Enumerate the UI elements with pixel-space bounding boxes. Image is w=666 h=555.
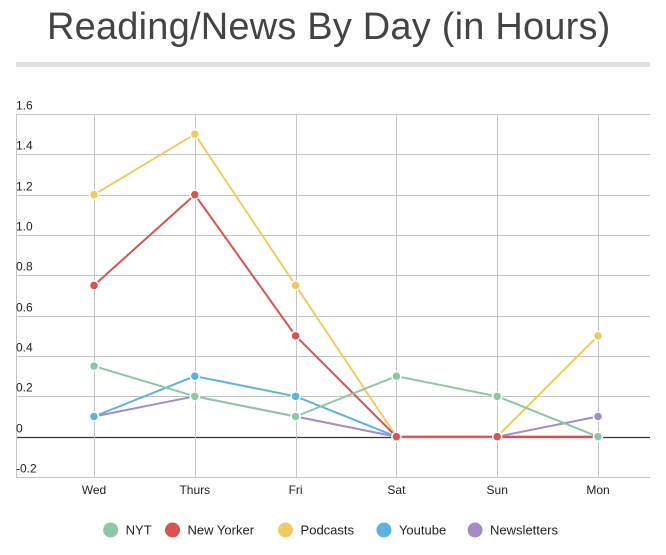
data-point-new-yorker: [88, 280, 100, 291]
x-tick-label: Mon: [586, 483, 609, 497]
y-tick-label: 0: [16, 422, 23, 436]
y-tick-label: 1.2: [16, 180, 33, 194]
data-point-nyt: [491, 391, 503, 402]
data-point-youtube: [88, 411, 100, 422]
y-tick-label: 0.4: [16, 341, 33, 355]
series-line-podcasts: [93, 133, 599, 438]
x-tick-label: Wed: [82, 483, 106, 497]
legend-label: New Yorker: [188, 523, 255, 538]
x-tick-label: Sun: [487, 483, 508, 497]
chart-title: Reading/News By Day (in Hours): [47, 6, 611, 48]
y-tick-label: 1.6: [16, 99, 33, 113]
data-point-podcasts: [189, 128, 201, 140]
data-point-nyt: [592, 431, 604, 442]
series-line-new-yorker: [93, 193, 599, 438]
legend-label: NYT: [126, 523, 152, 538]
data-point-newsletters: [592, 411, 604, 422]
data-point-youtube: [189, 370, 201, 382]
legend-marker-newsletters: [467, 522, 483, 538]
y-tick-label: 0.6: [16, 301, 33, 315]
data-point-podcasts: [592, 330, 604, 342]
legend: NYT New Yorker Podcasts Youtube Newsletters: [103, 522, 558, 538]
series-points: [88, 128, 604, 442]
legend-marker-nyt: [103, 522, 119, 538]
y-tick-label: 1.0: [16, 220, 33, 234]
y-axis-ticks: -0.2 0 0.2 0.4 0.6 0.8 1.0 1.2 1.4 1.6: [16, 99, 37, 476]
y-tick-label: 0.8: [16, 260, 33, 274]
x-axis-ticks: Wed Thurs Fri Sat Sun Mon: [82, 483, 610, 497]
series-lines: [93, 133, 599, 438]
legend-marker-podcasts: [278, 522, 294, 538]
data-point-podcasts: [88, 189, 100, 200]
legend-marker-youtube: [376, 522, 392, 538]
title-divider: [16, 62, 650, 67]
legend-label: Podcasts: [301, 523, 355, 538]
y-tick-label: 1.4: [16, 139, 33, 153]
data-point-new-yorker: [189, 189, 201, 200]
legend-marker-new-yorker: [165, 522, 181, 538]
data-point-youtube: [290, 391, 301, 402]
x-tick-label: Sat: [387, 483, 406, 497]
x-tick-label: Fri: [289, 483, 303, 497]
y-tick-label: 0.2: [16, 381, 33, 395]
data-point-podcasts: [290, 280, 301, 291]
data-point-nyt: [391, 370, 402, 382]
data-point-new-yorker: [391, 431, 402, 442]
data-point-nyt: [88, 360, 100, 372]
data-point-nyt: [189, 391, 201, 402]
data-point-new-yorker: [290, 330, 301, 342]
legend-label: Youtube: [399, 523, 446, 538]
data-point-nyt: [290, 411, 301, 422]
data-point-new-yorker: [491, 431, 503, 442]
x-tick-label: Thurs: [179, 483, 210, 497]
series-line-newsletters: [93, 395, 599, 438]
series-line-nyt: [93, 365, 599, 438]
legend-label: Newsletters: [490, 523, 558, 538]
y-tick-label: -0.2: [16, 462, 37, 476]
